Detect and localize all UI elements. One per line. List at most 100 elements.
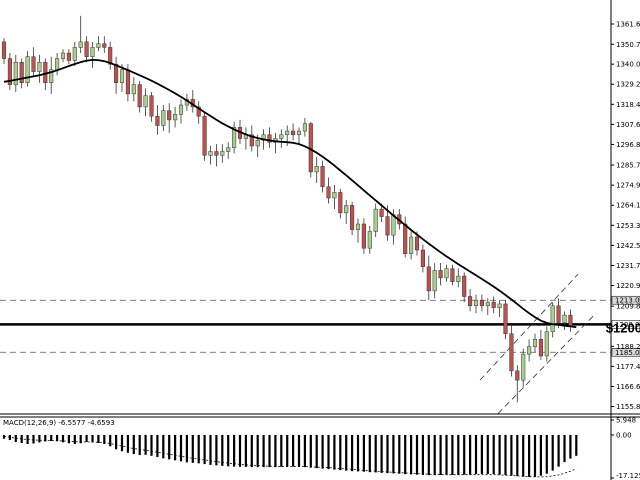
y-tick-label: 1318.40 xyxy=(616,101,640,109)
y-tick-label: 1296.80 xyxy=(616,141,640,149)
candle-body xyxy=(497,303,502,308)
candle-body xyxy=(473,299,479,307)
y-tick-label: 1274.90 xyxy=(616,182,640,190)
y-tick-label: 1242.50 xyxy=(616,242,640,250)
candle-body xyxy=(285,130,290,136)
candle-body xyxy=(78,41,83,48)
candle-body xyxy=(255,140,260,147)
candle-body xyxy=(521,353,526,381)
y-tick-label: 1264.10 xyxy=(616,202,640,210)
y-tick-label: 1350.70 xyxy=(616,41,640,49)
candle-body xyxy=(485,301,490,307)
candle-body xyxy=(125,69,130,95)
candle-body xyxy=(108,47,113,65)
candle-body xyxy=(96,43,101,48)
candle-body xyxy=(119,69,125,83)
candle-body xyxy=(102,43,107,48)
candle-body xyxy=(296,130,302,136)
level-price-label: 1185.00 xyxy=(615,349,640,357)
horizontal-levels: 1213.00 1200.00 1185.00 xyxy=(0,295,640,357)
candle-body xyxy=(66,52,71,61)
candle-body xyxy=(167,110,172,121)
candle-body xyxy=(314,166,319,173)
candle-body xyxy=(60,52,66,59)
candle-body xyxy=(385,216,390,236)
candle-body xyxy=(509,333,514,372)
macd-y-tick-label: 5.948 xyxy=(616,417,636,425)
candle-body xyxy=(55,58,60,70)
candle-body xyxy=(261,134,266,141)
level-price-tag xyxy=(611,320,640,329)
y-tick-label: 1307.60 xyxy=(616,121,640,129)
candle-body xyxy=(37,62,42,72)
candle-body xyxy=(379,208,384,217)
moving-average-line xyxy=(3,58,577,329)
macd-y-tick-label: 0.00 xyxy=(616,431,632,439)
candle-body xyxy=(350,205,355,230)
macd-panel: 5.948 0.00 -17.125 MACD(12,26,9) -6.5577 -4… xyxy=(2,417,640,480)
candle-body xyxy=(84,41,89,57)
candle-body xyxy=(438,270,443,279)
level-price-label: 1213.00 xyxy=(615,297,640,305)
y-tick-label: 1188.20 xyxy=(616,343,640,351)
y-tick-label: 1285.70 xyxy=(616,162,640,170)
candle-body xyxy=(155,115,160,126)
candle-body xyxy=(25,56,30,83)
annotations: Gold Daily timeframe$1200 psychological … xyxy=(606,321,640,336)
y-tick-label: 1329.20 xyxy=(616,81,640,89)
candle-body xyxy=(414,236,420,251)
candle-body xyxy=(19,62,24,83)
candle-body xyxy=(13,62,18,85)
candle-body xyxy=(149,95,154,117)
candle-body xyxy=(556,305,561,323)
candle-body xyxy=(31,56,36,72)
candle-body xyxy=(409,236,414,254)
candle-body xyxy=(468,296,473,307)
candle-body xyxy=(279,134,284,139)
y-tick-label: 1220.90 xyxy=(616,282,640,290)
channel-upper-line xyxy=(479,273,579,381)
y-tick-label: 1166.60 xyxy=(616,383,640,391)
candle-body xyxy=(338,192,343,214)
candle-body xyxy=(332,192,337,199)
candle-body xyxy=(326,186,331,199)
candle-body xyxy=(532,339,538,347)
candle-body xyxy=(538,339,543,357)
candle-body xyxy=(426,266,431,292)
candle-body xyxy=(361,223,366,249)
candle-body xyxy=(373,208,378,232)
candle-body xyxy=(491,301,496,308)
candle-body xyxy=(527,346,532,355)
candle-body xyxy=(515,370,520,381)
y-tick-label: 1361.60 xyxy=(616,21,640,29)
candle-body xyxy=(49,69,54,83)
level-annotation: $1200 psychological level xyxy=(606,321,640,336)
candle-body xyxy=(143,95,148,108)
candle-body xyxy=(291,130,296,136)
candle-body xyxy=(72,47,77,61)
candle-body xyxy=(444,268,449,279)
candle-body xyxy=(432,270,437,292)
level-price-tag xyxy=(611,348,640,357)
candle-body xyxy=(249,134,254,147)
y-tick-label: 1155.80 xyxy=(616,403,640,411)
candle-body xyxy=(544,331,549,357)
candle-body xyxy=(344,205,349,214)
candle-body xyxy=(196,106,201,117)
candle-body xyxy=(214,151,219,156)
candle-body xyxy=(267,134,272,143)
level-price-tag xyxy=(611,295,640,305)
candle-body xyxy=(173,114,178,121)
y-tick-label: 1340.00 xyxy=(616,61,640,69)
y-tick-label: 1209.80 xyxy=(616,303,640,311)
candle-body xyxy=(114,63,119,83)
trend-channel xyxy=(479,273,597,414)
candle-body xyxy=(131,84,136,95)
candle-body xyxy=(178,104,184,115)
level-price-label: 1200.00 xyxy=(615,321,640,329)
candle-body xyxy=(503,303,508,334)
y-tick-label: 1177.40 xyxy=(616,363,640,371)
